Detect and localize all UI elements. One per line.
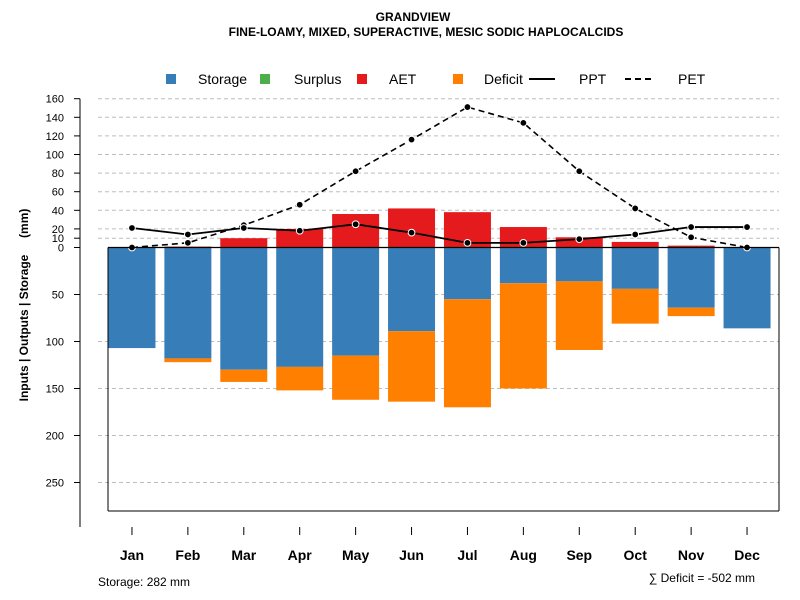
ppt-point — [743, 223, 751, 231]
x-tick-label: May — [342, 547, 369, 563]
x-tick-label: Jul — [457, 547, 477, 563]
pet-point — [631, 204, 640, 213]
aet-bar — [667, 245, 715, 248]
legend-label: Storage — [198, 71, 247, 87]
aet-bar — [332, 214, 380, 248]
ppt-point — [239, 224, 248, 232]
pet-point — [295, 200, 304, 209]
deficit-footer: ∑ Deficit = -502 mm — [649, 571, 755, 585]
y-tick-label: 140 — [46, 112, 64, 124]
y-tick-label: 20 — [52, 224, 64, 236]
ppt-point — [575, 235, 584, 244]
pet-point — [407, 135, 416, 144]
y-tick-label: 120 — [46, 131, 64, 143]
legend-label: AET — [389, 71, 417, 87]
y-tick-label: 40 — [52, 205, 64, 217]
y-tick-label: 250 — [46, 478, 64, 490]
legend-label: Surplus — [294, 71, 341, 87]
storage-bar — [164, 247, 212, 359]
storage-bar — [723, 247, 771, 329]
legend-swatch — [260, 74, 270, 84]
gridlines — [98, 98, 779, 483]
storage-bar — [443, 247, 491, 300]
deficit-bar — [332, 355, 380, 400]
storage-bar — [611, 247, 659, 289]
storage-bar — [388, 247, 436, 332]
y-tick-label: 10 — [52, 233, 64, 245]
ppt-point — [128, 224, 136, 232]
aet-bar — [220, 238, 268, 248]
chart-title: GRANDVIEW — [376, 10, 451, 24]
x-tick-label: Aug — [510, 547, 537, 563]
x-tick-label: Oct — [624, 547, 648, 563]
storage-bar — [667, 247, 715, 308]
storage-bar — [332, 247, 380, 356]
y-tick-label: 60 — [52, 187, 64, 199]
legend-swatch — [453, 74, 463, 84]
series-lines — [128, 103, 751, 252]
pet-point — [183, 238, 192, 247]
legend-label: PPT — [579, 71, 607, 87]
ppt-point — [183, 230, 192, 239]
deficit-bar — [220, 369, 268, 382]
storage-bar — [555, 247, 603, 282]
deficit-bar — [667, 307, 715, 317]
deficit-bar — [276, 366, 324, 391]
ppt-point — [519, 238, 528, 247]
legend-label: PET — [678, 71, 706, 87]
pet-point — [575, 167, 584, 176]
ppt-point — [687, 223, 696, 231]
storage-bar — [108, 247, 156, 349]
ppt-point — [631, 230, 640, 239]
aet-bar — [611, 241, 659, 248]
y-tick-label: 50 — [52, 290, 64, 302]
deficit-bar — [611, 288, 659, 324]
y-tick-label: 80 — [52, 168, 64, 180]
x-tick-label: Sep — [566, 547, 592, 563]
pet-line — [131, 106, 748, 249]
x-tick-label: Dec — [734, 547, 760, 563]
ppt-point — [351, 220, 360, 229]
chart-subtitle: FINE-LOAMY, MIXED, SUPERACTIVE, MESIC SO… — [229, 25, 624, 39]
ppt-point — [463, 238, 472, 247]
pet-point — [463, 103, 472, 111]
deficit-bar — [499, 283, 547, 389]
x-tick-label: Jan — [120, 547, 144, 563]
deficit-bar — [388, 331, 436, 402]
ppt-point — [407, 228, 416, 237]
aet-bar — [388, 208, 436, 248]
x-tick-label: Jun — [399, 547, 424, 563]
storage-footer: Storage: 282 mm — [98, 575, 190, 589]
x-tick-label: Apr — [288, 547, 313, 563]
x-tick-label: Nov — [678, 547, 705, 563]
deficit-bar — [555, 281, 603, 350]
storage-bar — [499, 247, 547, 284]
legend-swatch — [166, 74, 176, 84]
legend-swatch — [357, 74, 367, 84]
bars — [108, 208, 771, 408]
storage-bar — [220, 247, 268, 370]
y-tick-label: 150 — [46, 384, 64, 396]
ppt-line — [131, 223, 748, 244]
y-tick-label: 200 — [46, 431, 64, 443]
storage-bar — [276, 247, 324, 367]
deficit-bar — [443, 299, 491, 408]
legend-label: Deficit — [484, 71, 523, 87]
y-axis-label: Inputs | Outputs | Storage (mm) — [17, 209, 31, 402]
x-tick-label: Feb — [175, 547, 200, 563]
y-tick-label: 100 — [46, 337, 64, 349]
x-tick-label: Mar — [231, 547, 256, 563]
y-tick-label: 160 — [46, 94, 64, 106]
legend: Storage Surplus AET Deficit PPT PET — [166, 71, 706, 87]
deficit-bar — [164, 358, 212, 363]
y-tick-label: 100 — [46, 150, 64, 162]
pet-point — [351, 167, 360, 176]
y-tick-label: 0 — [58, 243, 64, 255]
aet-bar — [276, 228, 324, 248]
pet-point — [687, 233, 696, 242]
pet-point — [519, 118, 528, 127]
ppt-point — [295, 226, 304, 235]
